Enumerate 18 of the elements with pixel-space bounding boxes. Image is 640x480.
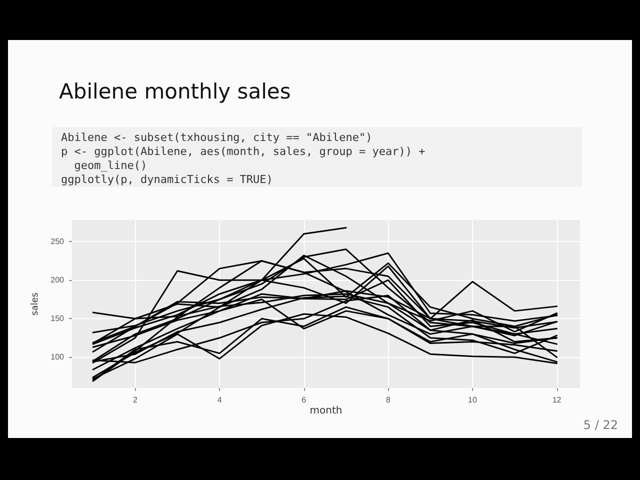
y-axis-title: sales	[30, 292, 40, 316]
x-tick-label: 10	[468, 396, 478, 404]
x-tick-label: 2	[133, 396, 138, 404]
x-tick-label: 12	[552, 396, 562, 404]
y-tick-label: 150	[50, 314, 65, 324]
text: p <- ggplot(Abilene, aes(month, sales, group = year)) +	[61, 145, 426, 158]
x-tick-label: 8	[386, 396, 391, 404]
text: Abilene <- subset(txhousing, city == "Abilene")	[61, 131, 372, 144]
chart-title: Abilene monthly sales	[59, 80, 291, 104]
y-tick-label: 200	[50, 276, 65, 285]
text: 5 / 22	[583, 418, 618, 432]
y-tick-label: 250	[50, 237, 65, 246]
x-tick-label: 4	[217, 396, 222, 404]
x-axis-title: month	[310, 406, 342, 416]
y-tick-label: 100	[50, 352, 65, 362]
x-tick-label: 6	[302, 396, 307, 404]
text: geom_line()	[61, 159, 148, 172]
text: ggplotly(p, dynamicTicks = TRUE)	[61, 173, 273, 186]
